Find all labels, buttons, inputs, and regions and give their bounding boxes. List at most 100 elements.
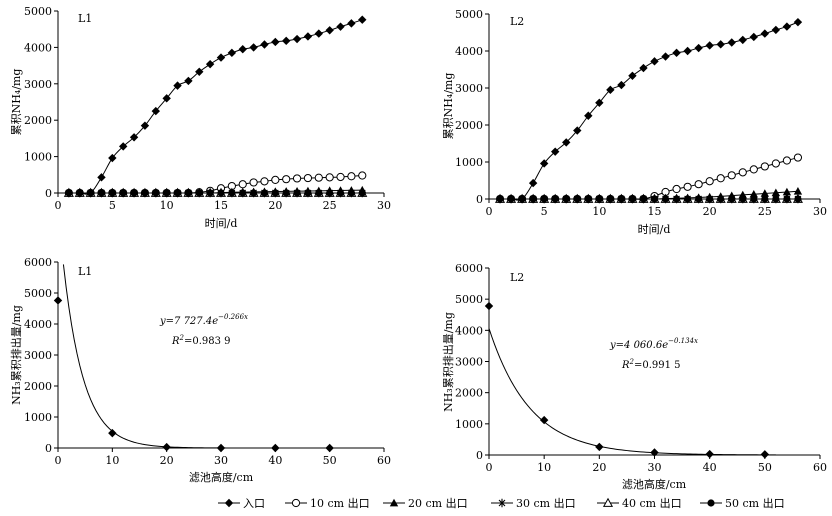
data-point	[683, 46, 692, 56]
data-point	[314, 29, 323, 38]
data-point	[195, 67, 204, 76]
legend-item: 40 cm 出口	[597, 496, 682, 510]
r-squared-superscript: 2	[179, 334, 185, 342]
y-tick-label: 5000	[24, 5, 52, 18]
data-point	[705, 449, 714, 459]
y-tick-label: 1000	[24, 411, 52, 424]
data-point	[539, 159, 549, 168]
data-point	[771, 25, 781, 35]
legend-marker	[389, 498, 399, 507]
y-tick-label: 2000	[455, 387, 483, 400]
data-point	[119, 189, 127, 197]
data-point	[250, 189, 258, 197]
legend-marker	[497, 498, 507, 508]
x-tick-label: 30	[214, 454, 228, 467]
data-point	[584, 111, 593, 120]
data-point	[738, 35, 747, 45]
data-point	[304, 189, 312, 197]
chart-panel-1: 0 5 10 15 20 25 30 0 1000 2000 3000 4000 5000 L1 时间/d 累…	[10, 5, 391, 230]
data-point	[249, 43, 258, 52]
legend: 入口 10 cm 出口 20 cm 出口 30 cm 出口 40 cm 出口 50 cm …	[218, 496, 785, 510]
y-tick-label: 1000	[455, 418, 483, 431]
data-point	[238, 180, 247, 189]
x-tick-label: 20	[160, 454, 174, 467]
data-point	[238, 45, 247, 54]
data-point	[358, 189, 366, 197]
data-point	[271, 175, 280, 184]
data-point	[336, 172, 345, 182]
data-point	[119, 142, 128, 151]
data-point	[325, 443, 334, 453]
data-point	[108, 428, 117, 438]
r-squared: R2=0.991 5	[621, 358, 681, 371]
data-point	[793, 17, 803, 27]
data-point	[326, 189, 334, 197]
data-point	[771, 188, 781, 197]
data-point	[562, 195, 570, 203]
data-point	[782, 187, 792, 196]
x-tick-label: 40	[268, 454, 282, 467]
equation-base: y=4 060.6e	[609, 340, 668, 351]
x-tick-label: 5	[541, 205, 548, 218]
data-point	[271, 189, 279, 197]
data-point	[617, 195, 626, 203]
y-tick-label: 1000	[24, 151, 52, 164]
data-point	[650, 57, 659, 66]
y-tick-label: 0	[45, 442, 52, 455]
x-tick-label: 25	[758, 205, 772, 218]
fit-curve	[62, 264, 341, 449]
data-point	[706, 195, 714, 203]
equation-exponent: −0.266x	[218, 313, 248, 321]
r-squared: R2=0.983 9	[171, 334, 231, 347]
y-tick-label: 2000	[455, 119, 483, 132]
series-入口	[495, 17, 803, 204]
data-point	[184, 76, 193, 86]
data-point	[358, 171, 367, 180]
y-tick-label: 2000	[24, 114, 52, 127]
legend-item: 20 cm 出口	[383, 496, 468, 510]
data-point	[551, 147, 560, 156]
data-point	[358, 15, 367, 24]
data-point	[540, 195, 548, 203]
data-point	[53, 296, 63, 305]
legend-label: 入口	[243, 497, 265, 510]
data-point	[173, 81, 182, 90]
fit-equation: y=4 060.6e−0.134x	[609, 337, 698, 351]
data-point	[228, 189, 236, 197]
legend-label: 40 cm 出口	[622, 496, 682, 510]
data-point	[216, 443, 226, 453]
x-tick-label: 5	[109, 199, 116, 212]
data-point	[639, 195, 648, 203]
data-point	[539, 415, 549, 425]
series-50-cm-出口	[65, 189, 366, 197]
data-point	[793, 153, 803, 162]
series-line	[500, 21, 799, 201]
x-tick-label: 30	[813, 205, 827, 218]
x-tick-label: 10	[592, 205, 606, 218]
data-point	[336, 22, 345, 31]
data-point	[628, 71, 637, 80]
data-point	[162, 442, 171, 452]
data-point	[152, 189, 160, 197]
data-point	[771, 159, 780, 168]
series-50-cm-出口	[496, 195, 802, 203]
chart-panel-2: 0 5 10 15 20 25 30 0 1000 2000 3000 4000 5000 L2 时间/d 累…	[442, 8, 827, 236]
x-tick-label: 10	[160, 199, 174, 212]
data-point	[617, 80, 626, 90]
data-point	[239, 189, 247, 197]
data-point	[650, 195, 659, 203]
y-tick-label: 3000	[455, 356, 483, 369]
y-axis-title: 累积NH₄/mg	[442, 73, 455, 140]
data-point	[738, 168, 747, 177]
x-tick-label: 30	[648, 461, 662, 474]
data-point	[672, 184, 681, 194]
data-point	[595, 98, 604, 107]
data-point	[562, 138, 571, 147]
r-squared-value: =0.991 5	[634, 360, 681, 371]
panel-label: L2	[510, 271, 524, 284]
legend-item: 入口	[218, 497, 265, 510]
data-point	[315, 189, 323, 197]
y-tick-label: 3000	[24, 349, 52, 362]
x-tick-label: 20	[703, 205, 717, 218]
